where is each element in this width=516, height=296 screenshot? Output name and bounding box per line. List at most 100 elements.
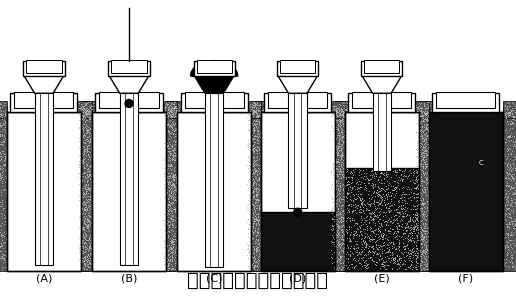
Point	[80, 229, 89, 234]
Point	[419, 202, 427, 206]
Point	[80, 241, 88, 245]
Point	[356, 198, 364, 203]
Point	[173, 223, 182, 228]
Point	[419, 143, 427, 148]
Point	[401, 254, 410, 258]
Point	[348, 216, 356, 221]
Point	[415, 121, 423, 126]
Point	[249, 231, 257, 236]
Point	[259, 159, 267, 164]
Point	[87, 135, 95, 140]
Point	[245, 238, 253, 243]
Point	[344, 187, 352, 192]
Point	[420, 137, 428, 141]
Point	[89, 207, 98, 212]
Point	[253, 105, 262, 110]
Point	[346, 189, 354, 194]
Point	[343, 215, 351, 220]
Point	[334, 149, 342, 154]
Point	[418, 216, 427, 221]
Point	[0, 207, 2, 211]
Point	[341, 196, 349, 201]
Point	[428, 107, 437, 111]
Point	[333, 266, 342, 270]
Point	[80, 133, 89, 138]
Point	[258, 181, 266, 186]
Point	[422, 243, 430, 248]
Point	[340, 204, 348, 208]
Point	[358, 236, 366, 241]
Point	[425, 115, 433, 120]
Point	[398, 198, 407, 202]
Point	[0, 142, 4, 147]
Point	[331, 252, 340, 257]
Point	[256, 137, 265, 142]
Point	[512, 126, 516, 131]
Point	[165, 150, 173, 155]
Point	[260, 107, 268, 112]
Point	[329, 224, 337, 229]
Point	[0, 100, 7, 105]
Point	[503, 149, 511, 153]
Point	[76, 260, 85, 265]
Point	[76, 238, 85, 242]
Point	[334, 126, 343, 131]
Point	[333, 224, 342, 229]
Point	[507, 151, 515, 156]
Point	[507, 232, 515, 237]
Point	[89, 235, 98, 239]
Point	[359, 221, 367, 226]
Point	[341, 120, 349, 124]
Point	[418, 130, 427, 134]
Point	[83, 224, 91, 229]
Point	[83, 144, 91, 149]
Point	[86, 127, 94, 132]
Point	[164, 108, 172, 112]
Point	[75, 192, 84, 197]
Point	[337, 112, 345, 117]
Point	[79, 153, 87, 158]
Point	[376, 193, 384, 197]
Point	[253, 231, 261, 236]
Point	[88, 104, 96, 109]
Point	[423, 141, 431, 146]
Point	[168, 245, 176, 250]
Point	[388, 191, 396, 196]
Point	[258, 250, 266, 255]
Point	[334, 244, 343, 249]
Point	[248, 112, 256, 116]
Point	[345, 266, 353, 271]
Point	[417, 236, 426, 241]
Point	[507, 258, 515, 263]
Point	[335, 140, 343, 145]
Point	[247, 148, 255, 152]
Point	[164, 211, 172, 216]
Point	[338, 228, 347, 232]
Point	[166, 194, 174, 198]
Point	[422, 139, 430, 144]
Point	[361, 218, 369, 223]
Point	[345, 202, 353, 206]
Point	[416, 162, 425, 166]
Point	[342, 159, 350, 164]
Point	[168, 113, 176, 118]
Point	[423, 230, 431, 235]
Point	[1, 136, 9, 141]
Point	[164, 252, 172, 257]
Point	[335, 233, 343, 238]
Point	[412, 129, 421, 134]
Point	[1, 114, 9, 119]
Point	[360, 220, 368, 225]
Point	[2, 231, 10, 236]
Point	[338, 187, 347, 192]
Point	[389, 220, 397, 225]
Point	[417, 149, 426, 154]
Point	[412, 191, 420, 196]
Point	[356, 229, 364, 234]
Point	[252, 102, 260, 106]
Point	[420, 185, 428, 190]
Point	[382, 172, 390, 177]
Point	[332, 166, 340, 171]
Point	[259, 171, 267, 176]
Point	[83, 267, 91, 271]
